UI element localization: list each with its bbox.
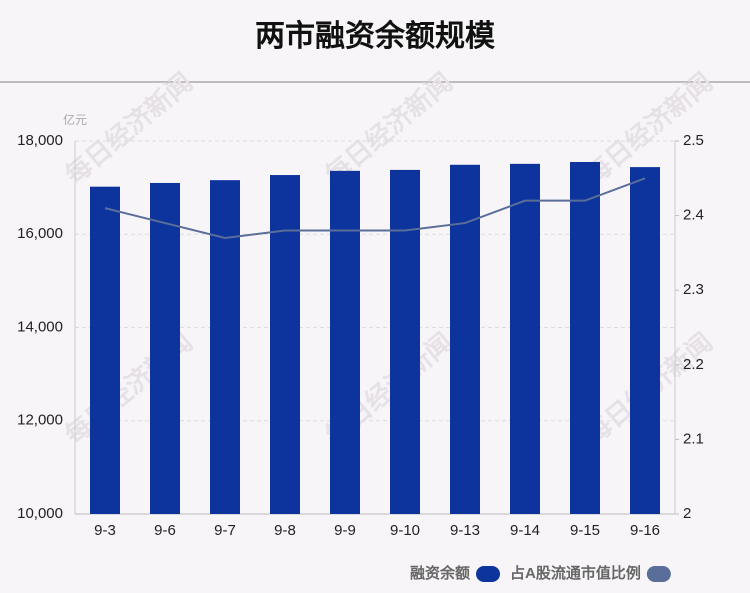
- x-tick-label: 9-9: [334, 522, 356, 539]
- y-tick-label: 10,000: [17, 505, 63, 522]
- y2-tick-label: 2: [683, 505, 691, 522]
- legend-label: 占A股流通市值比例: [510, 564, 641, 582]
- legend-swatch: [476, 566, 501, 582]
- x-tick-label: 9-13: [450, 522, 480, 539]
- y2-tick-label: 2.5: [683, 132, 704, 149]
- y2-tick-label: 2.1: [683, 430, 704, 447]
- bar: [450, 164, 480, 514]
- x-tick-label: 9-16: [630, 522, 660, 539]
- bar: [330, 170, 360, 514]
- y-tick-label: 18,000: [17, 132, 63, 149]
- x-tick-label: 9-14: [510, 522, 540, 539]
- bar: [270, 175, 300, 514]
- bar: [570, 161, 600, 514]
- x-tick-label: 9-15: [570, 522, 600, 539]
- x-tick-label: 9-3: [94, 522, 116, 539]
- bar: [510, 163, 540, 514]
- bar: [630, 167, 660, 515]
- bar: [150, 182, 180, 514]
- x-tick-label: 9-8: [274, 522, 296, 539]
- line: [104, 177, 646, 239]
- bar: [390, 169, 420, 514]
- legend-swatch: [646, 566, 671, 582]
- x-tick-label: 9-6: [154, 522, 176, 539]
- bar: [210, 180, 240, 515]
- watermark: 每日经济新闻: [59, 67, 198, 190]
- y2-tick-label: 2.4: [683, 207, 704, 224]
- y2-tick-label: 2.2: [683, 356, 704, 373]
- x-tick-label: 9-10: [390, 522, 420, 539]
- legend-label: 融资余额: [410, 564, 470, 582]
- chart-title: 两市融资余额规模: [255, 19, 495, 53]
- y-tick-label: 14,000: [17, 318, 63, 335]
- x-tick-label: 9-7: [214, 522, 236, 539]
- y-unit: 亿元: [63, 112, 87, 127]
- y-tick-label: 12,000: [17, 412, 63, 429]
- bar: [90, 186, 120, 514]
- y2-tick-label: 2.3: [683, 281, 704, 298]
- y-tick-label: 16,000: [17, 225, 63, 242]
